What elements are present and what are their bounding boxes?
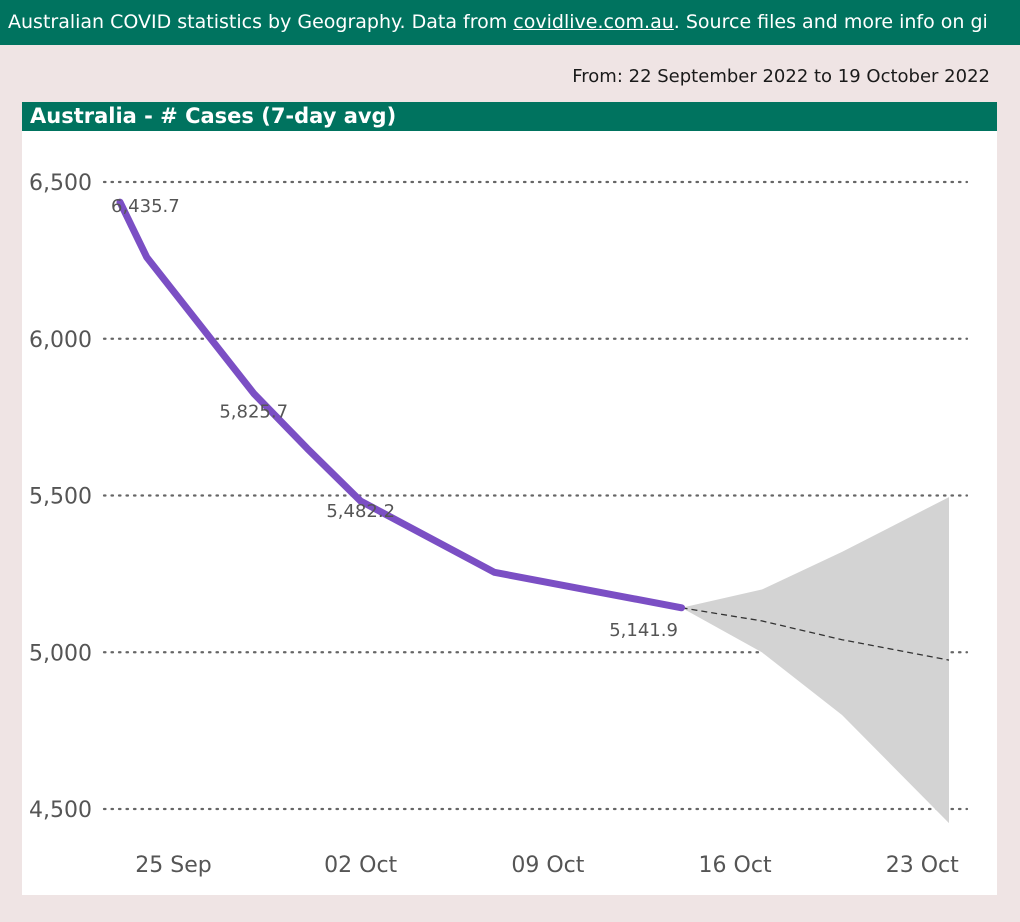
data-label: 5,141.9	[609, 620, 678, 641]
chart-title: Australia - # Cases (7-day avg)	[22, 102, 997, 131]
covidlive-link[interactable]: covidlive.com.au	[513, 11, 674, 33]
x-tick-label: 23 Oct	[886, 853, 959, 878]
y-tick-label: 5,000	[29, 641, 92, 666]
header-text-suffix: . Source files and more info on gi	[673, 11, 988, 33]
y-tick-label: 4,500	[29, 798, 92, 823]
y-tick-label: 6,500	[29, 171, 92, 196]
forecast-line	[681, 607, 950, 661]
report-header: Australian COVID statistics by Geography…	[0, 0, 1020, 45]
x-tick-label: 02 Oct	[324, 853, 397, 878]
x-tick-label: 09 Oct	[511, 853, 584, 878]
chart-panel: Australia - # Cases (7-day avg) 4,500 5,0…	[22, 102, 997, 895]
data-label: 5,825.7	[219, 401, 288, 422]
y-tick-label: 5,500	[29, 485, 92, 510]
data-label: 5,482.2	[326, 501, 395, 522]
x-tick-label: 16 Oct	[699, 853, 772, 878]
data-label: 6,435.7	[111, 196, 180, 217]
line-chart[interactable]: 4,500 5,000 5,500 6,000 6,500 25 Sep 02 Oct 09 …	[22, 102, 997, 895]
forecast-confidence-band	[681, 497, 949, 824]
x-tick-label: 25 Sep	[135, 853, 211, 878]
date-range-label: From: 22 September 2022 to 19 October 20…	[572, 66, 990, 87]
cases-series-line	[116, 198, 686, 612]
y-tick-label: 6,000	[29, 328, 92, 353]
header-text: Australian COVID statistics by Geography…	[8, 11, 514, 33]
